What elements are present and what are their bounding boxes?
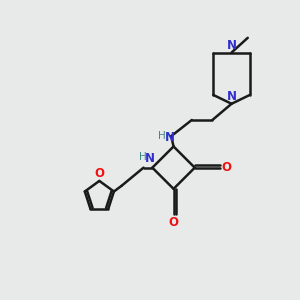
Text: N: N [226,39,237,52]
Text: N: N [165,131,175,144]
Text: N: N [144,152,154,165]
Text: O: O [221,161,231,174]
Text: H: H [158,131,166,141]
Text: H: H [139,152,147,162]
Text: O: O [94,167,104,180]
Text: N: N [226,90,237,103]
Text: O: O [169,216,178,229]
